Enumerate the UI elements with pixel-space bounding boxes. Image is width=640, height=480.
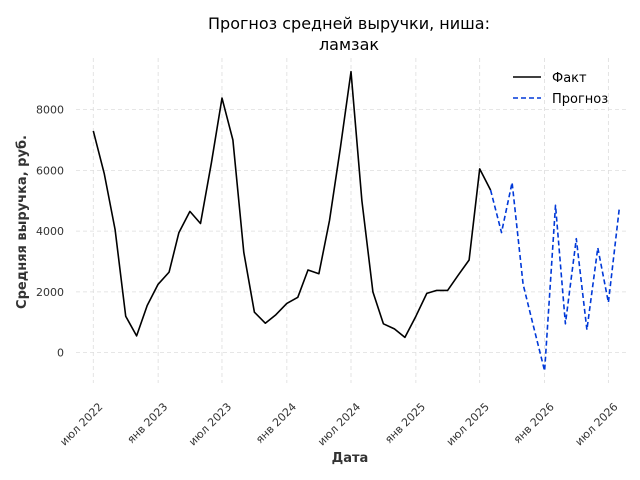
y-axis-ticks: 0 2000 4000 6000 8000 — [36, 104, 64, 360]
series-line-fact — [92, 70, 492, 339]
x-tick-label: июл 2023 — [186, 400, 234, 448]
series-lines — [92, 70, 621, 372]
y-tick-label: 6000 — [36, 164, 64, 177]
y-tick-label: 2000 — [36, 286, 64, 299]
x-axis-ticks: июл 2022 янв 2023 июл 2023 янв 2024 июл 2024… — [57, 400, 620, 448]
grid — [76, 58, 626, 383]
legend-label-forecast: Прогноз — [552, 92, 608, 107]
y-axis-label: Средняя выручка, руб. — [15, 135, 30, 309]
x-tick-label: янв 2025 — [382, 400, 428, 446]
x-tick-label: июл 2025 — [444, 400, 492, 448]
x-tick-label: июл 2026 — [573, 400, 621, 448]
x-tick-label: июл 2022 — [57, 400, 105, 448]
chart-title-line-1: Прогноз средней выручки, ниша: — [208, 14, 490, 33]
x-axis-label: Дата — [332, 451, 369, 466]
chart-title-line-2: ламзак — [319, 35, 379, 54]
x-tick-label: янв 2026 — [511, 400, 557, 446]
legend-label-fact: Факт — [552, 71, 587, 86]
x-tick-label: янв 2024 — [253, 400, 299, 446]
x-tick-label: янв 2023 — [125, 400, 171, 446]
y-tick-label: 8000 — [36, 104, 64, 117]
y-tick-label: 4000 — [36, 225, 64, 238]
legend: Факт Прогноз — [513, 71, 608, 107]
y-tick-label: 0 — [57, 347, 64, 360]
series-line-forecast — [489, 181, 621, 372]
x-tick-label: июл 2024 — [315, 400, 363, 448]
